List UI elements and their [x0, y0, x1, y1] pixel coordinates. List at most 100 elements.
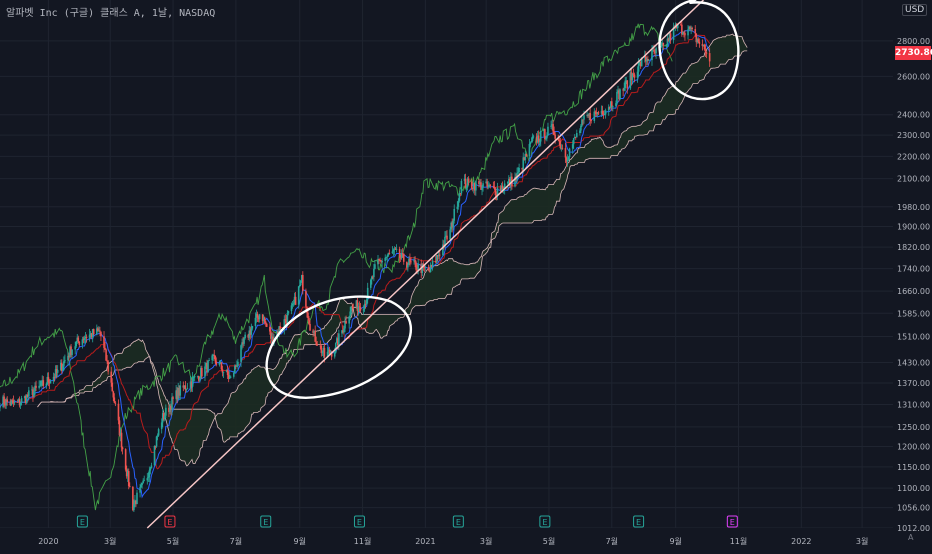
candle-body: [597, 112, 600, 114]
earnings-marker[interactable]: [164, 515, 176, 528]
candle-body: [322, 348, 325, 353]
candle-body: [40, 381, 42, 386]
candle-body: [120, 432, 123, 448]
candle-body: [64, 360, 66, 362]
earnings-marker[interactable]: [260, 515, 272, 528]
x-tick-label: 5월: [543, 536, 555, 546]
candle-body: [423, 265, 426, 268]
candle-body: [251, 325, 254, 329]
y-tick-label: 1310.00: [897, 400, 930, 409]
candle-body: [17, 399, 20, 403]
candle-body: [546, 135, 548, 139]
candle-body: [256, 313, 259, 318]
candle-body: [229, 376, 232, 378]
candle-body: [189, 381, 192, 389]
candle-body: [604, 110, 607, 115]
x-tick-label: 2022: [791, 537, 811, 546]
candle-body: [190, 381, 193, 387]
candle-body: [466, 178, 469, 188]
candle-body: [42, 380, 45, 386]
candle-body: [312, 330, 314, 333]
candle-body: [647, 59, 649, 61]
annotation-circle[interactable]: [265, 295, 413, 399]
candle-body: [612, 106, 614, 107]
x-tick-label: 9월: [669, 536, 681, 546]
candle-body: [479, 182, 481, 185]
candle-body: [184, 385, 187, 390]
candle-body: [92, 329, 95, 335]
earnings-marker-label: E: [542, 518, 547, 527]
candle-body: [708, 53, 711, 62]
candle-body: [638, 61, 641, 64]
candle-body: [38, 385, 40, 388]
earnings-marker[interactable]: [353, 515, 365, 528]
candle-body: [16, 401, 19, 403]
earnings-marker[interactable]: [76, 515, 88, 528]
earnings-marker[interactable]: [726, 515, 738, 528]
candle-body: [611, 101, 613, 107]
earnings-marker-label: E: [167, 518, 172, 527]
candle-body: [387, 253, 390, 256]
candle-body: [10, 400, 13, 406]
candle-body: [34, 385, 36, 392]
candle-body: [185, 389, 188, 390]
candle-body: [565, 157, 568, 162]
candle-body: [269, 326, 271, 332]
candle-body: [9, 402, 12, 406]
x-tick-label: 7월: [230, 536, 242, 546]
earnings-marker[interactable]: [539, 515, 551, 528]
y-tick-label: 1100.00: [897, 484, 930, 493]
candle-body: [506, 181, 509, 184]
candle-body: [500, 185, 503, 191]
candle-body: [566, 159, 569, 162]
candle-body: [429, 264, 432, 273]
candle-body: [486, 181, 488, 187]
candle-body: [200, 367, 202, 379]
time-scale-panel[interactable]: [0, 528, 893, 550]
candle-body: [155, 436, 158, 447]
candle-body: [573, 136, 576, 139]
candle-body: [305, 290, 307, 307]
candle-body: [118, 420, 121, 436]
annotation-circle[interactable]: [658, 0, 740, 101]
candle-body: [402, 253, 405, 262]
candle-body: [67, 355, 69, 361]
candle-body: [134, 500, 136, 505]
candle-body: [702, 44, 705, 47]
candle-body: [35, 385, 37, 388]
candle-body: [32, 389, 34, 397]
candle-body: [337, 338, 339, 346]
price-scale-panel[interactable]: [893, 0, 932, 550]
candle-body: [48, 382, 51, 384]
candle-body: [350, 306, 353, 312]
candle-body: [470, 181, 473, 189]
candle-body: [69, 346, 71, 357]
candle-body: [640, 57, 643, 67]
x-tick-label: 9월: [294, 536, 306, 546]
trend-line[interactable]: [146, 0, 704, 529]
candle-body: [537, 135, 540, 142]
candle-body: [279, 326, 281, 330]
candle-body: [342, 330, 344, 333]
candle-body: [98, 330, 100, 332]
candle-body: [56, 369, 59, 373]
candle-body: [521, 167, 524, 170]
candle-body: [615, 103, 617, 107]
currency-label[interactable]: USD: [902, 4, 928, 16]
candle-body: [96, 328, 98, 335]
candle-body: [451, 222, 453, 228]
earnings-marker[interactable]: [452, 515, 464, 528]
candle-body: [378, 258, 380, 260]
candle-body: [27, 394, 29, 397]
candle-body: [424, 267, 427, 269]
candle-body: [172, 397, 174, 399]
earnings-marker[interactable]: [633, 515, 645, 528]
candle-body: [391, 251, 394, 254]
auto-scale-button[interactable]: A: [908, 533, 914, 542]
candle-body: [284, 319, 287, 321]
candle-body: [666, 38, 669, 46]
y-tick-label: 1980.00: [897, 203, 930, 212]
candle-body: [609, 101, 612, 108]
